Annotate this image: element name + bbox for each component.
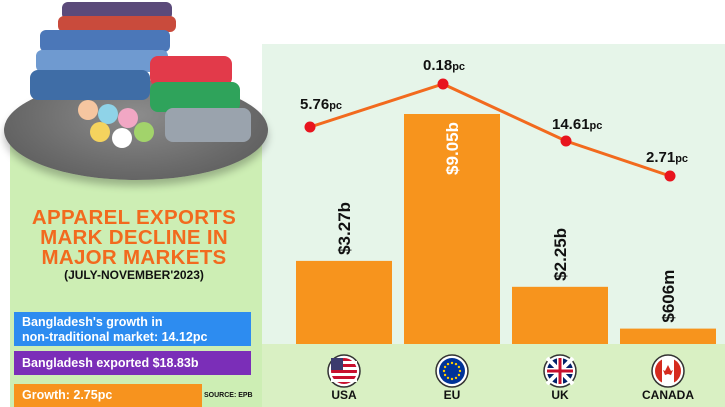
growth-point [664,170,676,182]
bar-usa [296,260,392,344]
growth-value-label: 2.71pc [646,149,688,166]
nontraditional-growth-box: Bangladesh's growth in non-traditional m… [14,312,251,346]
growth-line [309,82,671,178]
growth-point [437,78,449,90]
growth-unit: pc [590,120,603,132]
bar-value-label: $2.25b [551,228,570,281]
growth-value-label: 5.76pc [300,96,342,113]
clothes-stack-illustration [30,2,251,148]
bar-value-label: $9.05b [443,122,462,175]
headline-line-3: MAJOR MARKETS [41,246,227,269]
bar-eu [404,114,500,344]
nontraditional-growth-line-2: non-traditional market: 14.12pc [22,330,208,344]
growth-value-label: 0.18pc [423,57,465,74]
bar-value-label: $3.27b [335,202,354,255]
growth-unit: pc [675,153,688,165]
bar-canada [620,328,716,344]
growth-point [560,135,572,147]
growth-unit: pc [452,61,465,73]
total-exported-text: Bangladesh exported $18.83b [22,355,199,370]
growth-text: Growth: 2.75pc [22,388,113,402]
category-label-eu: EU [444,388,461,402]
usa-flag-icon [327,354,361,388]
growth-value-label: 14.61pc [552,116,602,133]
bar-uk [512,286,608,344]
uk-flag-icon [543,354,577,388]
headline-line-1: APPAREL EXPORTS [31,206,237,229]
growth-unit: pc [329,100,342,112]
headline: APPAREL EXPORTS MARK DECLINE IN MAJOR MA… [12,206,256,269]
nontraditional-growth-line-1: Bangladesh's growth in [22,315,163,329]
eu-flag-icon [435,354,469,388]
total-exported-box: Bangladesh exported $18.83b [14,351,251,375]
period-label: (JULY-NOVEMBER'2023) [64,268,204,282]
category-label-usa: USA [331,388,357,402]
source-label: SOURCE: EPB [204,392,253,399]
category-label-uk: UK [551,388,569,402]
growth-point [304,121,316,133]
growth-box: Growth: 2.75pc [14,384,202,407]
category-label-canada: CANADA [642,388,694,402]
headline-line-2: MARK DECLINE IN [40,226,228,249]
bar-value-label: $606m [659,270,678,323]
canada-flag-icon [651,354,685,388]
